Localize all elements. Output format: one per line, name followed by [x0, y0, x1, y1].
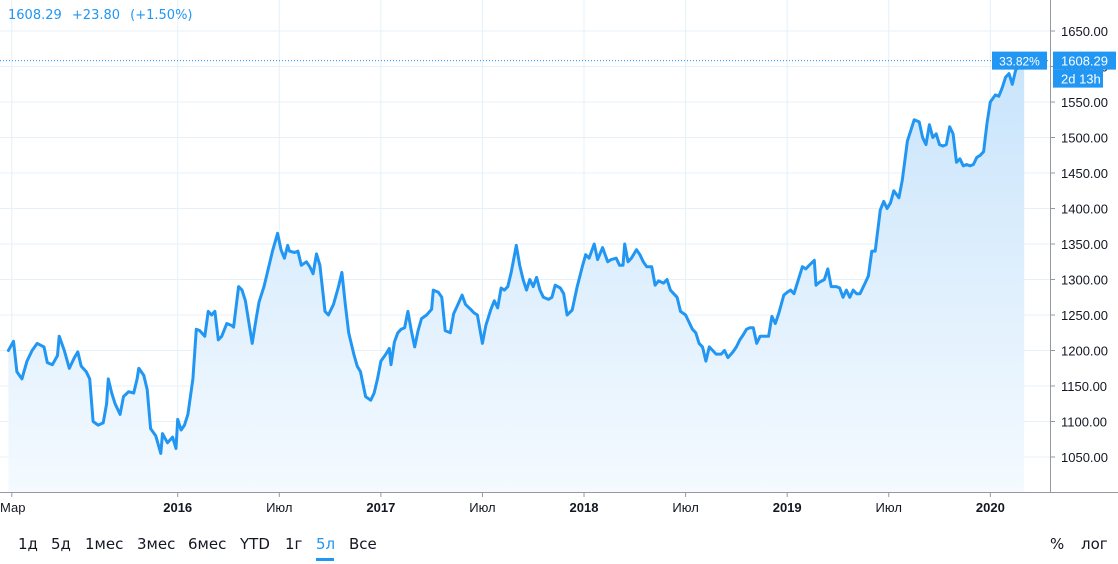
- x-tick-label: 2018: [570, 500, 599, 515]
- active-range-indicator: [316, 558, 334, 561]
- y-tick-label: 1100.00: [1061, 415, 1107, 430]
- y-tick-label: 1450.00: [1061, 166, 1108, 181]
- range-button-3m[interactable]: 3мес: [137, 535, 176, 553]
- last-price-badge: [1053, 51, 1116, 70]
- range-button-1y[interactable]: 1г: [285, 535, 303, 553]
- range-button-ytd[interactable]: YTD: [240, 535, 270, 553]
- price-area-fill: [8, 60, 1025, 492]
- log-scale-button[interactable]: лог: [1081, 535, 1108, 553]
- y-tick-label: 1250.00: [1061, 308, 1108, 323]
- time-axis[interactable]: Мар 2016 Июл 2017 Июл 2018 Июл 2019 Июл 2020: [0, 492, 1118, 515]
- price-change-percent: (+1.50%): [130, 8, 193, 23]
- x-tick-label: Июл: [266, 500, 292, 515]
- percent-scale-button[interactable]: %: [1050, 535, 1065, 553]
- x-tick-label: Июл: [469, 500, 495, 515]
- y-tick-label: 1650.00: [1061, 24, 1108, 39]
- y-tick-label: 1350.00: [1061, 237, 1108, 252]
- range-toolbar: 1д 5д 1мес 3мес 6мес YTD 1г 5л Все % лог: [0, 522, 1118, 564]
- x-tick-label: 2017: [366, 500, 395, 515]
- x-tick-label: 2019: [773, 500, 802, 515]
- range-button-6m[interactable]: 6мес: [188, 535, 227, 553]
- y-tick-label: 1050.00: [1061, 450, 1108, 465]
- price-change: +23.80: [71, 8, 121, 23]
- range-button-all[interactable]: Все: [349, 535, 377, 553]
- last-price-overlay: 33.82%: [0, 51, 1050, 70]
- y-tick-label: 1200.00: [1061, 344, 1108, 359]
- range-button-1m[interactable]: 1мес: [85, 535, 124, 553]
- y-tick-label: 1400.00: [1061, 202, 1108, 217]
- countdown-label: 2d 13h: [1061, 72, 1101, 87]
- countdown-badge: [1053, 69, 1103, 88]
- pct-change-label: 33.82%: [999, 55, 1040, 69]
- price-axis[interactable]: 1050.00 1100.00 1150.00 1200.00 1250.00 1300.…: [1050, 0, 1116, 492]
- price-area: [8, 60, 1025, 492]
- range-button-5y[interactable]: 5л: [316, 535, 336, 553]
- x-tick-label: Июл: [876, 500, 902, 515]
- y-tick-label: 1300.00: [1061, 273, 1108, 288]
- x-tick-label: Мар: [0, 500, 25, 515]
- y-tick-label: 1550.00: [1061, 95, 1108, 110]
- y-tick-label: 1150.00: [1061, 379, 1107, 394]
- range-button-1d[interactable]: 1д: [18, 535, 38, 553]
- pct-change-badge: [992, 51, 1047, 70]
- price-header: 1608.29 +23.80 (+1.50%): [8, 8, 199, 23]
- last-price-axis-label: 1608.29: [1061, 54, 1108, 69]
- range-button-5d[interactable]: 5д: [51, 535, 71, 553]
- price-line-path: [6, 59, 1026, 455]
- price-chart[interactable]: 33.82% 1050.00 1100.00 1150.00 1200.00 1250.…: [0, 0, 1118, 522]
- x-tick-label: 2016: [163, 500, 192, 515]
- last-price: 1608.29: [8, 8, 62, 23]
- price-line: [6, 59, 1026, 455]
- x-tick-label: Июл: [672, 500, 698, 515]
- x-tick-label: 2020: [976, 500, 1005, 515]
- y-tick-label: 1500.00: [1061, 131, 1108, 146]
